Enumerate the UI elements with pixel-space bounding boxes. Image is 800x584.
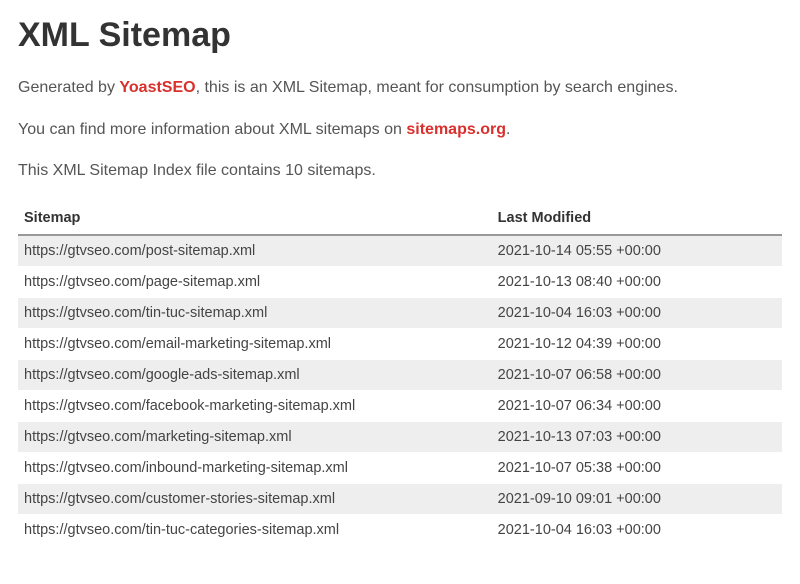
- sitemap-url-cell[interactable]: https://gtvseo.com/google-ads-sitemap.xm…: [18, 359, 492, 390]
- sitemap-url-cell[interactable]: https://gtvseo.com/tin-tuc-sitemap.xml: [18, 297, 492, 328]
- sitemap-url-cell[interactable]: https://gtvseo.com/customer-stories-site…: [18, 483, 492, 514]
- table-row: https://gtvseo.com/google-ads-sitemap.xm…: [18, 359, 782, 390]
- intro-line-2: You can find more information about XML …: [18, 119, 782, 141]
- page-title: XML Sitemap: [18, 16, 782, 55]
- sitemap-url-cell[interactable]: https://gtvseo.com/tin-tuc-categories-si…: [18, 514, 492, 545]
- table-row: https://gtvseo.com/post-sitemap.xml2021-…: [18, 235, 782, 267]
- last-modified-cell: 2021-10-04 16:03 +00:00: [492, 514, 782, 545]
- sitemap-url-cell[interactable]: https://gtvseo.com/marketing-sitemap.xml: [18, 421, 492, 452]
- sitemap-url-cell[interactable]: https://gtvseo.com/inbound-marketing-sit…: [18, 452, 492, 483]
- sitemap-url-cell[interactable]: https://gtvseo.com/email-marketing-sitem…: [18, 328, 492, 359]
- table-row: https://gtvseo.com/facebook-marketing-si…: [18, 390, 782, 421]
- intro-2-pre: You can find more information about XML …: [18, 121, 406, 138]
- sitemap-url-cell[interactable]: https://gtvseo.com/facebook-marketing-si…: [18, 390, 492, 421]
- last-modified-cell: 2021-10-13 08:40 +00:00: [492, 266, 782, 297]
- table-row: https://gtvseo.com/marketing-sitemap.xml…: [18, 421, 782, 452]
- table-row: https://gtvseo.com/tin-tuc-sitemap.xml20…: [18, 297, 782, 328]
- sitemap-url-cell[interactable]: https://gtvseo.com/post-sitemap.xml: [18, 235, 492, 267]
- table-row: https://gtvseo.com/tin-tuc-categories-si…: [18, 514, 782, 545]
- last-modified-cell: 2021-10-07 06:34 +00:00: [492, 390, 782, 421]
- intro-line-3: This XML Sitemap Index file contains 10 …: [18, 160, 782, 182]
- sitemap-url-cell[interactable]: https://gtvseo.com/page-sitemap.xml: [18, 266, 492, 297]
- last-modified-cell: 2021-10-14 05:55 +00:00: [492, 235, 782, 267]
- last-modified-cell: 2021-10-04 16:03 +00:00: [492, 297, 782, 328]
- table-row: https://gtvseo.com/email-marketing-sitem…: [18, 328, 782, 359]
- yoastseo-link[interactable]: YoastSEO: [119, 79, 195, 96]
- intro-2-post: .: [506, 121, 510, 138]
- table-row: https://gtvseo.com/customer-stories-site…: [18, 483, 782, 514]
- col-last-modified: Last Modified: [492, 202, 782, 235]
- col-sitemap: Sitemap: [18, 202, 492, 235]
- sitemaps-org-link[interactable]: sitemaps.org: [406, 121, 506, 138]
- last-modified-cell: 2021-10-07 06:58 +00:00: [492, 359, 782, 390]
- last-modified-cell: 2021-10-07 05:38 +00:00: [492, 452, 782, 483]
- table-row: https://gtvseo.com/inbound-marketing-sit…: [18, 452, 782, 483]
- last-modified-cell: 2021-10-13 07:03 +00:00: [492, 421, 782, 452]
- intro-line-1: Generated by YoastSEO, this is an XML Si…: [18, 77, 782, 99]
- intro-1-post: , this is an XML Sitemap, meant for cons…: [196, 79, 678, 96]
- last-modified-cell: 2021-10-12 04:39 +00:00: [492, 328, 782, 359]
- sitemap-table: Sitemap Last Modified https://gtvseo.com…: [18, 202, 782, 546]
- last-modified-cell: 2021-09-10 09:01 +00:00: [492, 483, 782, 514]
- intro-1-pre: Generated by: [18, 79, 119, 96]
- table-row: https://gtvseo.com/page-sitemap.xml2021-…: [18, 266, 782, 297]
- table-header-row: Sitemap Last Modified: [18, 202, 782, 235]
